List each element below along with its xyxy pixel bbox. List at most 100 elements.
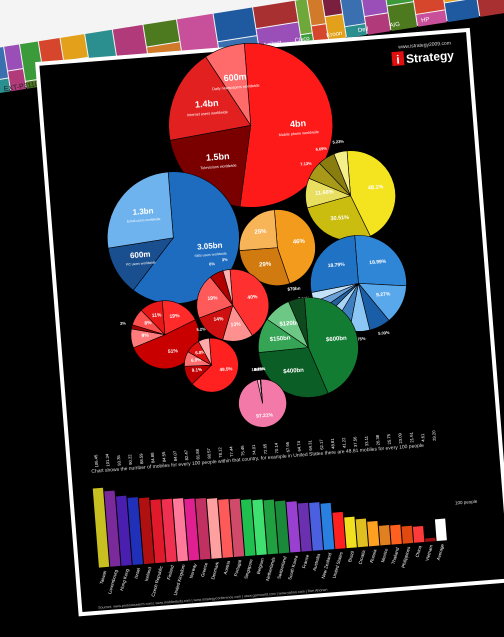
bar-value-label: 41.22 bbox=[341, 437, 347, 449]
bar-value-label: 21.61 bbox=[409, 431, 415, 443]
bar-value-label: 25.75 bbox=[386, 433, 392, 445]
bar-united-states bbox=[332, 511, 346, 550]
pie-slice-label: 600m bbox=[223, 71, 247, 83]
brand-url: www.istrategy2009.com bbox=[398, 40, 451, 50]
pie-slice-sublabel: Daily newspapers worldwide bbox=[212, 84, 260, 92]
bar-category-label: Portugal bbox=[233, 559, 242, 576]
bar-austria bbox=[218, 499, 234, 558]
bar-greece bbox=[195, 497, 211, 560]
bar-thailand bbox=[390, 524, 402, 545]
bar-value-label: 81.88 bbox=[195, 448, 201, 460]
bar-south-korea bbox=[286, 501, 301, 553]
bar-category-label: Brazil bbox=[347, 550, 355, 562]
pie-slice-label: 13% bbox=[230, 322, 241, 329]
strip-tile bbox=[213, 7, 257, 42]
bar-russia bbox=[367, 520, 380, 547]
strip-tile bbox=[253, 0, 298, 29]
bar-value-label: 23.09 bbox=[397, 432, 403, 444]
bar-value-label: 48.81 bbox=[330, 438, 336, 450]
bar-value-label: 29.20 bbox=[431, 430, 437, 442]
pie-slice bbox=[107, 171, 174, 249]
pie-slice-label: 2% bbox=[120, 320, 127, 325]
bar-category-label: Greece bbox=[200, 562, 209, 578]
pie-slice bbox=[310, 235, 359, 293]
bar-category-label: Netherlands bbox=[265, 556, 277, 581]
bar-category-label: Norway bbox=[189, 562, 198, 579]
bar-brazil bbox=[344, 516, 357, 549]
pie-slice-label: 4bn bbox=[290, 118, 307, 129]
pie-slice-label: 9% bbox=[141, 333, 149, 340]
bar-value-label: 84.07 bbox=[172, 450, 178, 462]
bar-value-label: 26.38 bbox=[375, 434, 381, 446]
bar-denmark bbox=[206, 498, 222, 559]
pie-slice-label: 97.21% bbox=[256, 412, 274, 419]
bar-category-label: Switzerland bbox=[276, 555, 287, 579]
pie-slice-label: 0.25% bbox=[254, 366, 266, 372]
bar-category-label: South Korea bbox=[287, 554, 299, 580]
strip-tile bbox=[339, 0, 365, 27]
pie-slice bbox=[333, 150, 351, 196]
pie-slice-sublabel: SMS users worldwide bbox=[194, 251, 227, 258]
bar-category-label: Russia bbox=[369, 548, 378, 563]
bar-portugal bbox=[229, 498, 245, 557]
pie-slice-label: 9.27% bbox=[376, 291, 391, 298]
bar-category-label: Finland bbox=[166, 564, 175, 580]
bar-value-label: 33.11 bbox=[364, 435, 370, 446]
pie-slice bbox=[168, 56, 252, 141]
bar-value-label: 37.56 bbox=[352, 436, 358, 448]
bar-category-label: Croatia bbox=[358, 549, 367, 565]
pie-slice-label: 1.4bn bbox=[195, 98, 219, 110]
pie-slice bbox=[196, 276, 234, 319]
bar-value-label: 70.14 bbox=[273, 442, 279, 454]
pie-slice-label: 46% bbox=[293, 239, 306, 246]
pie-slice bbox=[354, 235, 407, 287]
bar-value-label: 90.22 bbox=[127, 454, 133, 466]
bar-value-label: 4.61 bbox=[420, 433, 426, 442]
bar-category-label: Denmark bbox=[210, 560, 220, 580]
bar-category-label: Iceland bbox=[144, 566, 153, 582]
bar-value-label: 62.17 bbox=[318, 438, 324, 450]
bar-france bbox=[297, 502, 312, 552]
bar-category-label: France bbox=[301, 554, 310, 569]
bar-belgium bbox=[252, 499, 267, 556]
bar-average bbox=[434, 518, 447, 542]
strip-label: Dell bbox=[358, 27, 369, 35]
pie-slice-label: 600m bbox=[130, 250, 151, 261]
pie-slice bbox=[133, 319, 200, 369]
pie-slice bbox=[229, 269, 270, 336]
strip-tile bbox=[476, 0, 504, 17]
brand-logo-letter: i bbox=[396, 52, 400, 66]
pie-slice-label: 1.3bn bbox=[132, 206, 154, 217]
bar-value-label: 64.74 bbox=[296, 440, 302, 452]
pie-slice-label: $70bn bbox=[287, 286, 301, 292]
strip-tile bbox=[322, 0, 343, 17]
bar-value-label: 84.88 bbox=[150, 452, 156, 464]
pie-slice-label: 3% bbox=[222, 257, 229, 262]
bar-value-label: 77.44 bbox=[228, 446, 234, 458]
bar-value-label: 78.12 bbox=[217, 446, 223, 458]
bar-category-label: Vietnam bbox=[425, 544, 434, 561]
strip-tile bbox=[0, 46, 9, 80]
bar-category-label: China bbox=[415, 545, 423, 558]
bar-taiwan bbox=[92, 487, 110, 568]
bar-australia bbox=[309, 502, 324, 551]
pie-yellow: 48.1% 30.51% 11.66% 7.13% 6.69% 5.23% bbox=[300, 139, 396, 242]
strip-tile bbox=[177, 13, 219, 54]
strip-tile bbox=[416, 10, 447, 27]
pie-pink: 97.21% 1.94%0.25%0.11% bbox=[238, 366, 287, 428]
pie-slice-label: 48.1% bbox=[368, 184, 384, 191]
pie-slice-label: 4.75% bbox=[354, 336, 366, 342]
bar-croatia bbox=[355, 518, 369, 548]
bar-finland bbox=[161, 498, 177, 563]
bar-value-label: 88.59 bbox=[138, 453, 144, 465]
pie-slice-sublabel: PC users worldwide bbox=[126, 260, 156, 266]
pie-slice-sublabel: Televisions worldwide bbox=[200, 164, 236, 171]
pie-red-small: 19% 51% 9% 2% 8%11% bbox=[120, 300, 200, 369]
bar-hong-kong bbox=[116, 495, 132, 566]
pie-slice-label: 7.13% bbox=[300, 161, 312, 167]
pie-slice-label: 6% bbox=[209, 261, 216, 266]
pie-slice-label: 5.23% bbox=[332, 139, 344, 145]
